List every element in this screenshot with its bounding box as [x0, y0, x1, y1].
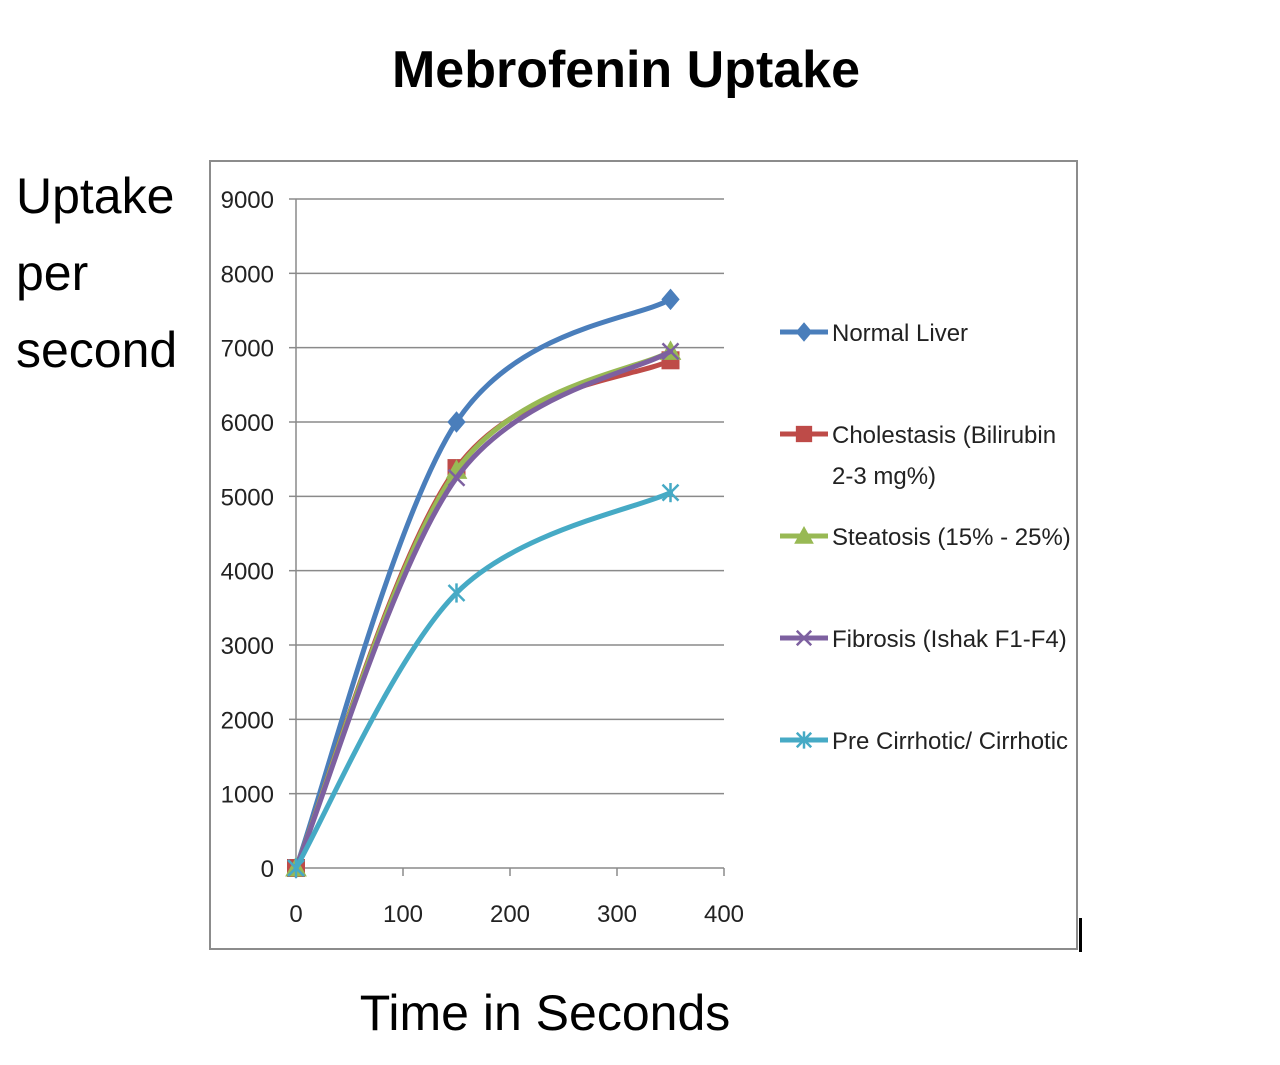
y-tick-label: 8000: [221, 261, 274, 288]
frame-edge-mark: [1079, 918, 1082, 952]
y-axis-label-line-1: Uptake: [16, 168, 175, 224]
legend-label-0: Normal Liver: [832, 320, 968, 347]
x-axis-label: Time in Seconds: [359, 985, 731, 1041]
y-axis-label: Uptake per second: [16, 158, 206, 389]
y-tick-label: 0: [261, 856, 274, 883]
y-tick-label: 6000: [221, 410, 274, 437]
x-tick-label: 300: [597, 901, 637, 928]
data-point-4-1: [447, 583, 466, 603]
legend-label-2: Steatosis (15% - 25%): [832, 524, 1071, 551]
data-point-3-2: [661, 342, 680, 361]
data-point-4-2: [661, 483, 680, 503]
data-point-3-1: [447, 468, 466, 487]
y-tick-label: 5000: [221, 484, 274, 511]
x-tick-label: 400: [704, 901, 744, 928]
legend-marker-3: [795, 629, 813, 647]
chart-title: Mebrofenin Uptake: [391, 41, 861, 99]
series-line-3: [293, 348, 673, 871]
y-axis-label-line-3: second: [16, 322, 178, 378]
data-point-0-2: [661, 288, 680, 311]
legend-label-4: Pre Cirrhotic/ Cirrhotic: [832, 728, 1068, 755]
y-tick-label: 4000: [221, 559, 274, 586]
series-line-2: [293, 348, 673, 871]
y-tick-label: 1000: [221, 782, 274, 809]
y-tick-label: 7000: [221, 336, 274, 363]
legend-label-1: Cholestasis (Bilirubin: [832, 422, 1056, 449]
legend-label-3: Fibrosis (Ishak F1-F4): [832, 626, 1067, 653]
x-tick-label: 0: [289, 901, 302, 928]
legend-marker-2: [794, 525, 814, 544]
series-line-0: [293, 296, 673, 871]
y-axis-label-line-2: per: [16, 245, 89, 301]
legend-marker-4: [795, 731, 813, 749]
chart-area-frame: [209, 160, 1078, 950]
y-tick-label: 9000: [221, 187, 274, 214]
y-tick-label: 2000: [221, 707, 274, 734]
legend-label-1: 2-3 mg%): [832, 463, 936, 490]
data-point-0-1: [447, 411, 466, 433]
x-tick-label: 200: [490, 901, 530, 928]
legend-marker-0: [795, 322, 813, 342]
series-line-1: [293, 357, 673, 871]
x-tick-label: 100: [383, 901, 423, 928]
data-point-4-0: [287, 858, 305, 878]
y-tick-label: 3000: [221, 633, 274, 660]
legend-marker-1: [795, 425, 813, 443]
